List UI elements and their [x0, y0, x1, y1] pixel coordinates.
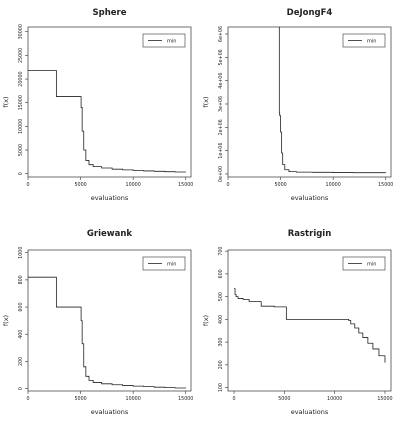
y-tick-label: 5000: [18, 144, 24, 156]
x-tick-label: 0: [26, 396, 29, 402]
x-tick-label: 5000: [74, 182, 86, 188]
x-tick-label: 5000: [274, 182, 286, 188]
y-tick-label: 10000: [18, 119, 24, 134]
x-tick-label: 0: [26, 182, 29, 188]
y-tick-label: 400: [218, 315, 224, 324]
y-tick-label: 400: [18, 330, 24, 339]
x-tick-label: 5000: [278, 396, 290, 402]
legend-label: min: [367, 261, 376, 267]
chart-title: Rastrigin: [288, 229, 332, 239]
series-line-min: [278, 27, 387, 174]
x-tick-label: 10000: [126, 396, 141, 402]
legend-box: [342, 33, 386, 48]
x-tick-label: 10000: [326, 182, 341, 188]
y-tick-label: 4e+06: [218, 73, 224, 89]
plot-frame: [227, 26, 392, 178]
y-axis-label: f(x): [2, 96, 10, 107]
y-tick-label: 600: [18, 302, 24, 311]
x-tick-label: 5000: [74, 396, 86, 402]
x-tick-label: 15000: [178, 396, 193, 402]
y-tick-label: 800: [18, 275, 24, 284]
y-tick-label: 500: [218, 292, 224, 301]
y-tick-label: 700: [218, 247, 224, 256]
legend-box: [342, 256, 386, 271]
x-tick-label: 10000: [126, 182, 141, 188]
legend-box: [142, 33, 186, 48]
y-tick-label: 6e+06: [218, 26, 224, 42]
y-axis-label: f(x): [2, 315, 10, 326]
x-tick-label: 15000: [377, 396, 392, 402]
y-tick-label: 2e+06: [218, 119, 224, 135]
x-axis-label: evaluations: [91, 408, 129, 416]
legend-label: min: [167, 38, 176, 44]
y-tick-label: 25000: [18, 48, 24, 63]
y-tick-label: 100: [218, 383, 224, 392]
x-tick-label: 15000: [178, 182, 193, 188]
legend-label: min: [167, 261, 176, 267]
series-line-min: [28, 70, 187, 173]
x-axis-label: evaluations: [291, 408, 329, 416]
chart-panel-1: Sphere 0 5000 10000 15000 0 5000 10000 15000 2000…: [2, 8, 193, 202]
y-tick-label: 3e+06: [218, 96, 224, 112]
chart-title: Griewank: [87, 229, 132, 239]
y-tick-label: 1e+06: [218, 143, 224, 159]
x-tick-label: 10000: [327, 396, 342, 402]
y-tick-label: 200: [218, 360, 224, 369]
chart-panel-2: DeJongF4 0 5000 10000 15000 0e+00 1e+06 2e+06 3e…: [202, 8, 393, 202]
y-tick-label: 1000: [18, 247, 24, 259]
y-tick-label: 600: [218, 269, 224, 278]
plot-frame: [27, 26, 192, 178]
y-axis-label: f(x): [202, 96, 210, 107]
x-axis-label: evaluations: [291, 194, 329, 202]
x-tick-label: 0: [233, 396, 236, 402]
y-tick-label: 20000: [18, 71, 24, 86]
plot-frame: [227, 249, 392, 392]
y-tick-label: 0: [18, 172, 24, 175]
chart-panel-3: Griewank 0 5000 10000 15000 0 200 400 600 800 1000…: [2, 229, 193, 416]
chart-panel-4: Rastrigin 0 5000 10000 15000 100 200 300 400 500 6…: [202, 229, 393, 416]
legend-box: [142, 256, 186, 271]
y-tick-label: 300: [218, 338, 224, 347]
y-tick-label: 30000: [18, 24, 24, 39]
plot-frame: [27, 249, 192, 392]
y-tick-label: 200: [18, 357, 24, 366]
legend-label: min: [367, 38, 376, 44]
series-line-min: [28, 276, 187, 389]
chart-title: DeJongF4: [287, 8, 333, 18]
series-line-min: [234, 288, 386, 363]
chart-title: Sphere: [93, 8, 127, 18]
y-tick-label: 15000: [18, 95, 24, 110]
x-tick-label: 0: [226, 182, 229, 188]
y-tick-label: 5e+06: [218, 49, 224, 65]
x-tick-label: 15000: [378, 182, 393, 188]
y-tick-label: 0: [18, 387, 24, 390]
x-axis-label: evaluations: [91, 194, 129, 202]
y-tick-label: 0e+00: [218, 166, 224, 182]
y-axis-label: f(x): [202, 315, 210, 326]
